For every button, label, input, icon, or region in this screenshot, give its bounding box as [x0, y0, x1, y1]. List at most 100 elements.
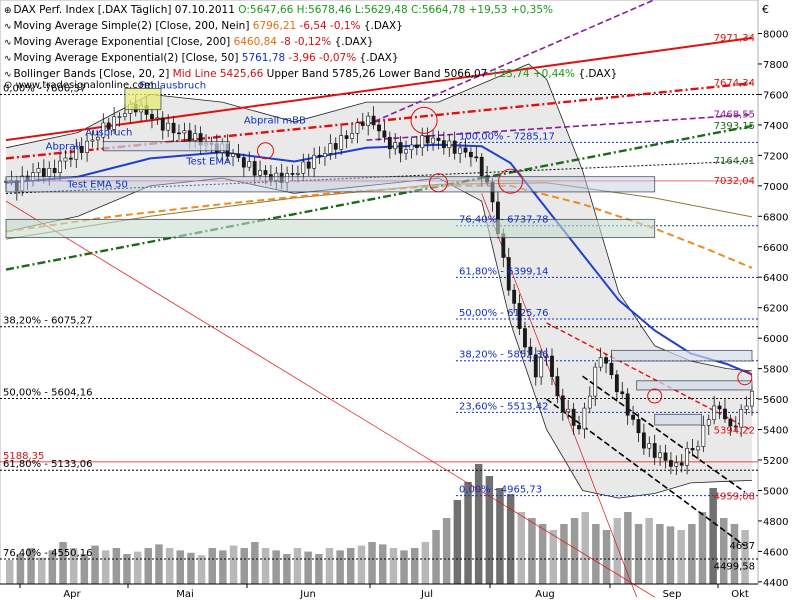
candle-body [382, 130, 387, 138]
volume-bar [123, 554, 131, 584]
candle-body [544, 355, 549, 359]
right-edge-label: 7032,04 [714, 176, 755, 187]
candle-body [9, 180, 14, 182]
volume-bar [474, 464, 483, 584]
candle-body [366, 115, 371, 126]
candle-body [463, 147, 468, 153]
candle-body [117, 116, 122, 118]
channel-line-lower [366, 113, 753, 141]
bollinger-row: ∿ Bollinger Bands [Close, 20, 2] Mid Line… [4, 67, 617, 83]
annotation-label: Abprall [46, 141, 81, 152]
right-edge-label: 7674,34 [714, 78, 755, 89]
level-label: 61,80% - 5133,06 [3, 459, 92, 470]
candle-body [723, 408, 727, 420]
candle-body [728, 418, 733, 427]
volume-bar [464, 482, 472, 584]
candle-body [350, 133, 354, 139]
candle-body [371, 115, 376, 126]
candle-body [414, 144, 419, 148]
volume-bar [421, 542, 430, 584]
candle-body [101, 122, 106, 138]
volume-bar [133, 551, 142, 584]
y-tick-label: 7600 [763, 90, 788, 101]
ema50-suffix: {.DAX} [359, 52, 399, 64]
candle-body [68, 157, 73, 160]
candle-body [393, 142, 398, 150]
candle-body [333, 143, 338, 150]
candle-body [301, 161, 306, 174]
bollinger-lower-line [5, 177, 753, 499]
volume-bar [624, 512, 632, 584]
candle-body [658, 452, 663, 458]
volume-bar [336, 550, 344, 584]
sma-row: ∿ Moving Average Simple(2) [Close, 200, N… [4, 19, 617, 35]
volume-bar [453, 500, 462, 584]
horizontal-levels [0, 93, 758, 560]
volume-bar [442, 518, 451, 584]
candle-body [674, 462, 679, 467]
line-icon: ∿ [4, 38, 12, 48]
trend-lines [5, 0, 753, 598]
volume-bar [528, 518, 536, 584]
y-tick-label: 5400 [763, 426, 788, 437]
candle-body [193, 133, 198, 141]
test-ema-50-zone [5, 176, 656, 193]
candle-body [539, 357, 544, 378]
candle-body [577, 425, 581, 430]
candle-body [317, 154, 322, 157]
volume-bar [741, 530, 749, 584]
y-tick-label: 6600 [763, 243, 788, 254]
candle-body [436, 137, 441, 141]
volume-bar [666, 526, 675, 584]
candle-body [74, 145, 79, 160]
candle-body [150, 114, 154, 119]
candle-body [614, 374, 619, 393]
candle-body [95, 136, 100, 141]
sma-suffix: {.DAX} [363, 20, 403, 32]
candle-body [690, 448, 695, 451]
candle-body [268, 174, 273, 181]
candle-body [609, 362, 614, 376]
candle-body [485, 175, 490, 183]
candle-body [744, 405, 749, 410]
volume-bar [48, 550, 57, 584]
annotation-boxes [5, 87, 753, 426]
candle-body [468, 151, 473, 158]
bollinger-change: +23,74 +0,44% [490, 68, 576, 80]
highlight-circle [737, 370, 753, 386]
candle-body [296, 172, 300, 175]
volume-bar [80, 554, 89, 584]
level-label: 50,00% - 5604,16 [3, 387, 92, 398]
candle-body [182, 130, 187, 134]
candle-body [79, 145, 84, 153]
volume-bar [709, 488, 717, 584]
y-tick-label: 5800 [763, 365, 788, 376]
mid-zone [654, 413, 702, 426]
volume-bar [208, 548, 216, 584]
volume-bar [283, 554, 291, 584]
candle-body [285, 173, 290, 183]
annotation-label: Fehlausbruch [139, 80, 206, 91]
upper-descending-line [546, 322, 753, 432]
volume-bar [602, 530, 611, 584]
volume-bar [677, 530, 685, 584]
candle-body [306, 161, 311, 169]
volume-bar [538, 524, 547, 584]
header-row: ⊕ DAX Perf. Index [.DAX Täglich] 07.10.20… [4, 3, 617, 19]
ema200-suffix: {.DAX} [334, 36, 374, 48]
moving-averages [5, 143, 753, 376]
volume-bar [251, 542, 259, 584]
watermark: ⊙ www.tradesignalonline.com [4, 80, 154, 91]
volume-bar [240, 548, 248, 584]
x-tick-label: Jul [420, 589, 433, 600]
candle-body [41, 168, 46, 177]
candle-body [36, 168, 41, 173]
volume-bar [411, 548, 419, 584]
fib-level-label: 0,00% - 4965,73 [459, 485, 542, 496]
candle-body [47, 168, 52, 177]
candle-body [155, 117, 160, 120]
volume-bar [570, 518, 579, 584]
candle-body [166, 122, 171, 131]
y-tick-label: 5000 [763, 486, 788, 497]
volume-bar [389, 548, 398, 584]
